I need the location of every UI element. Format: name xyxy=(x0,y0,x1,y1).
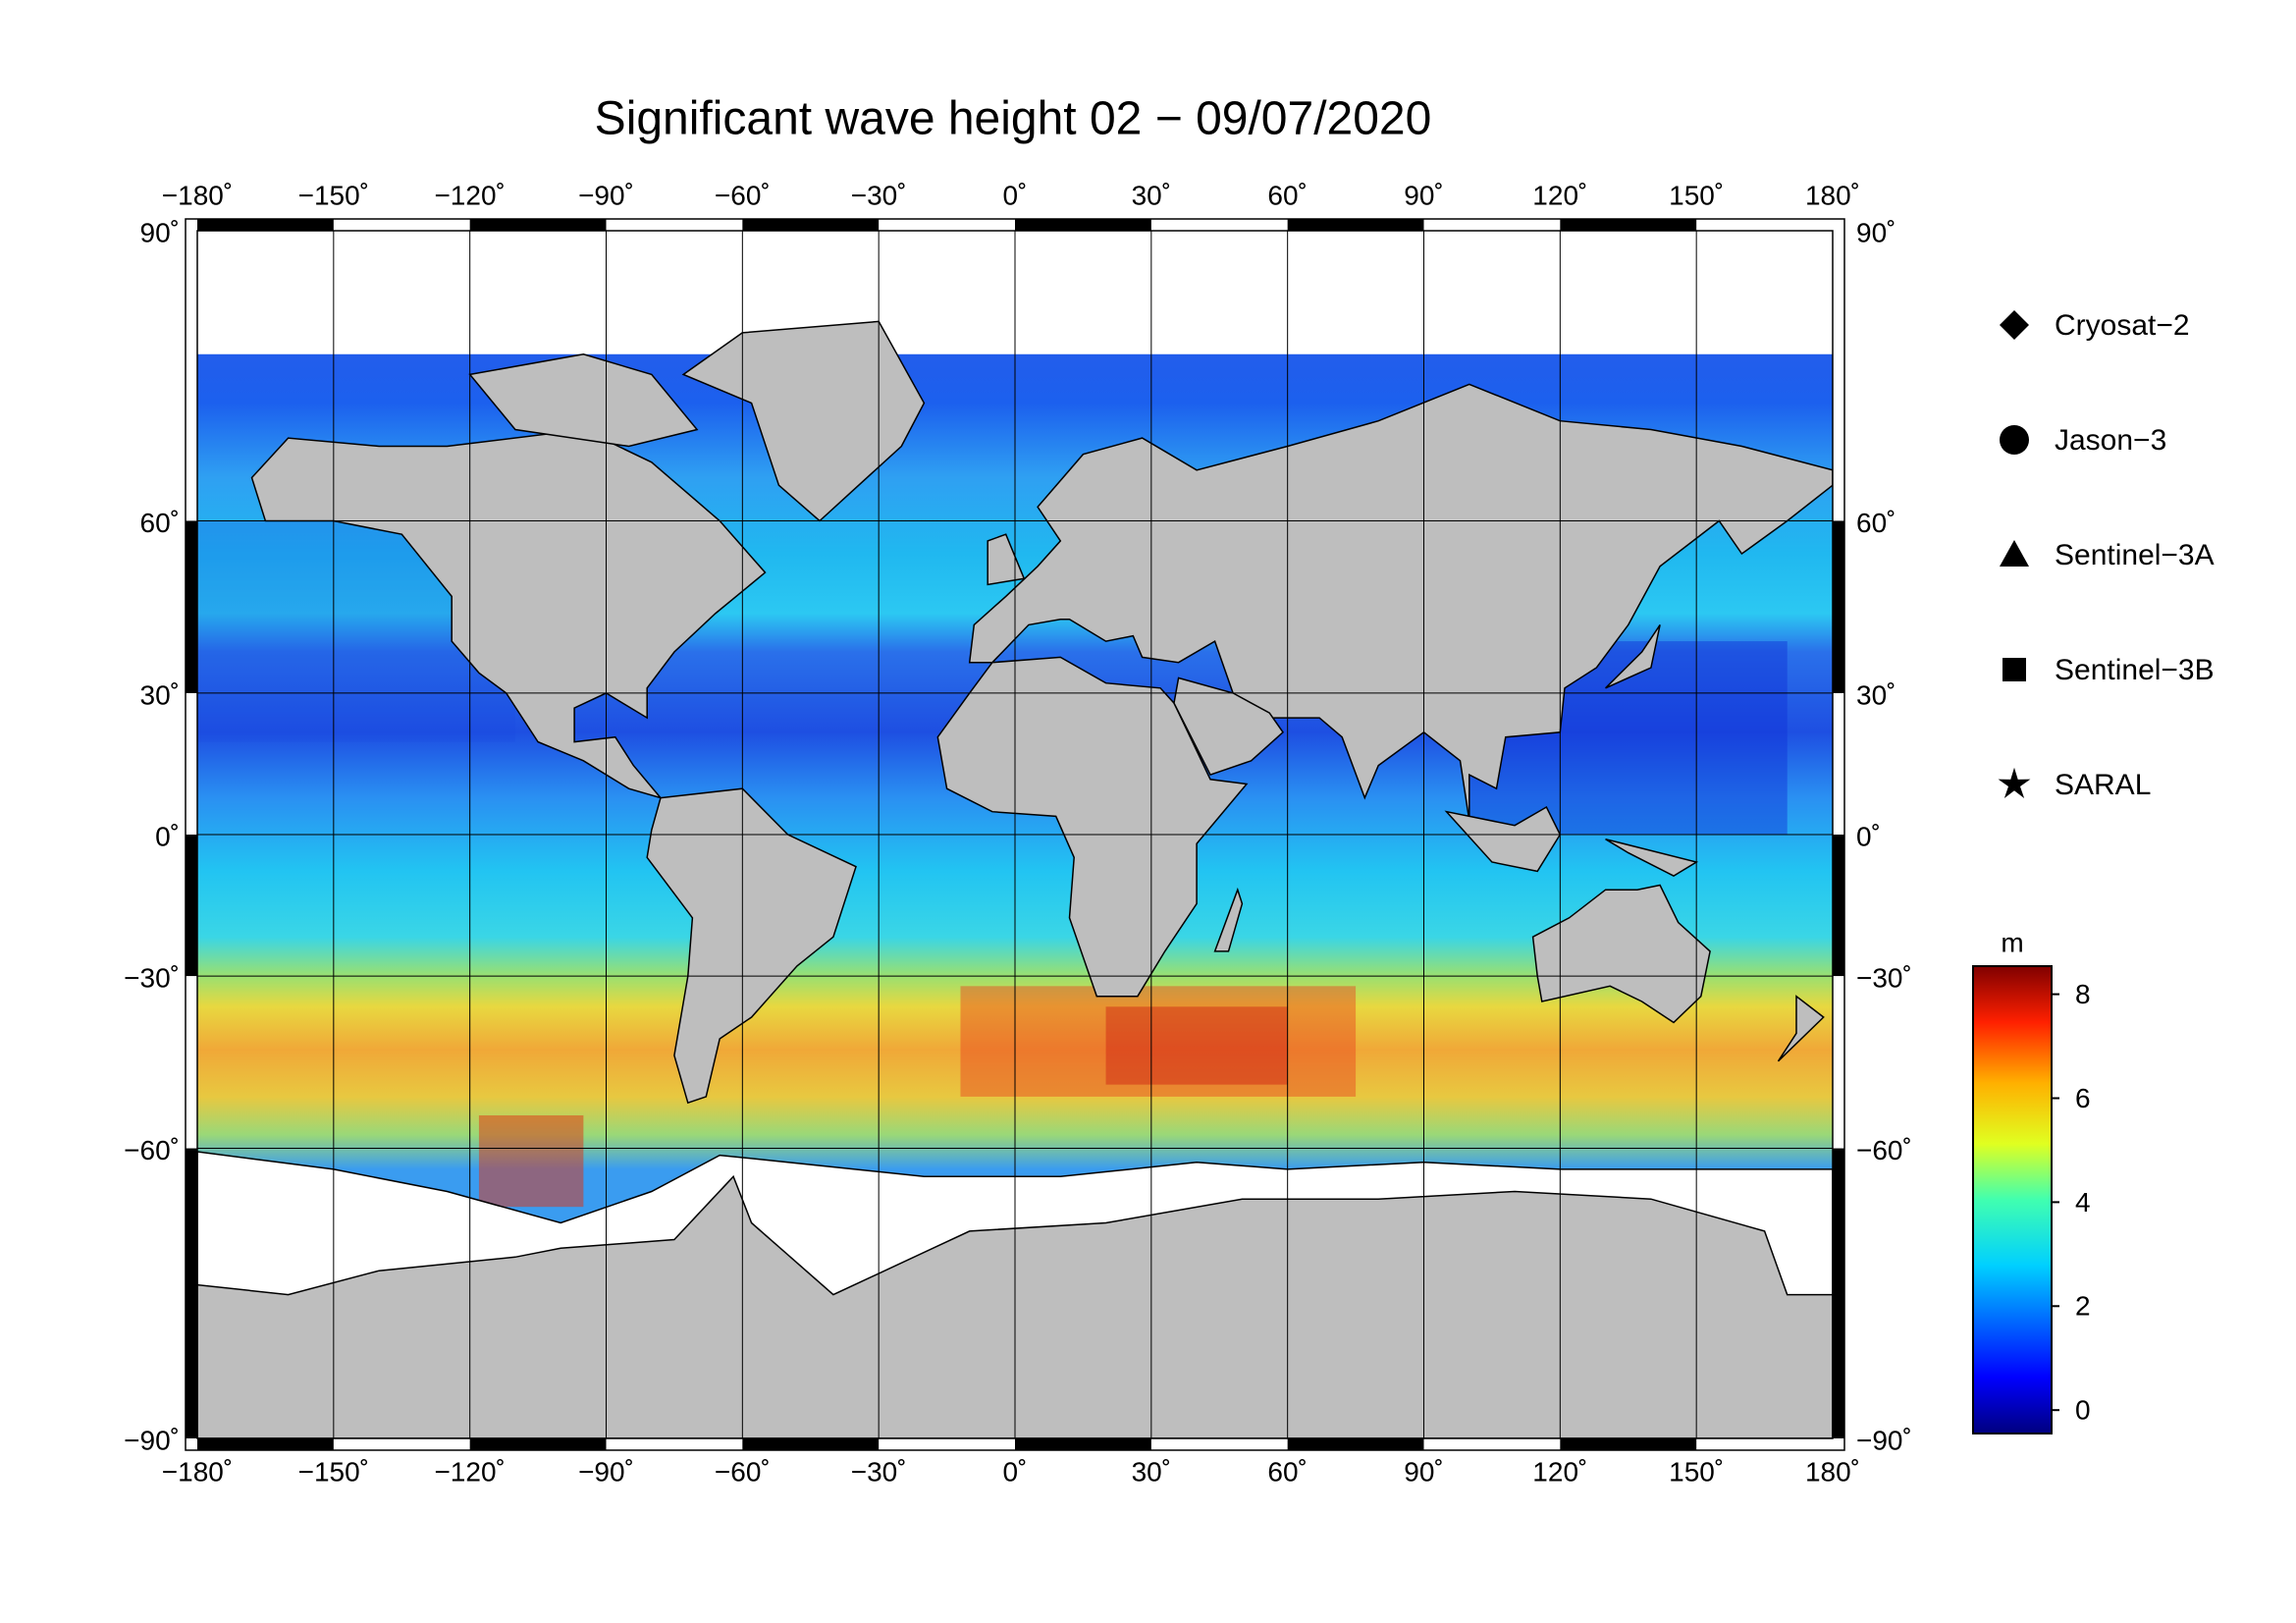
x-tick-label: −120˚ xyxy=(434,180,505,210)
y-tick-label: 30˚ xyxy=(1856,679,1896,710)
land xyxy=(1213,887,1244,952)
frame-bar xyxy=(1560,219,1697,231)
land xyxy=(250,428,767,800)
frame-bar xyxy=(742,219,880,231)
frame-bar xyxy=(469,1438,607,1450)
frame-bar xyxy=(1015,1438,1151,1450)
x-tick-label: 120˚ xyxy=(1532,1456,1587,1487)
legend-marker xyxy=(2000,310,2029,340)
land xyxy=(1531,884,1711,1024)
land xyxy=(1777,995,1825,1062)
colorbar-tick-label: 6 xyxy=(2075,1083,2091,1113)
land xyxy=(646,787,857,1105)
colorbar-tick-label: 4 xyxy=(2075,1187,2091,1217)
frame-bar xyxy=(469,219,607,231)
x-tick-label: 150˚ xyxy=(1669,180,1724,210)
y-tick-label: −90˚ xyxy=(124,1425,180,1455)
legend-marker xyxy=(2000,540,2029,567)
x-tick-label: −150˚ xyxy=(298,1456,369,1487)
x-tick-label: 180˚ xyxy=(1805,180,1860,210)
x-tick-label: 120˚ xyxy=(1532,180,1587,210)
y-tick-label: −90˚ xyxy=(1856,1425,1912,1455)
colorbar-label: m xyxy=(2001,927,2023,957)
legend-marker xyxy=(2000,425,2029,455)
x-tick-label: 0˚ xyxy=(1003,180,1028,210)
frame-bar xyxy=(1287,1438,1424,1450)
land xyxy=(468,353,699,448)
frame-bar xyxy=(197,1438,334,1450)
legend-marker xyxy=(1998,767,2031,798)
frame-bar xyxy=(1833,835,1844,977)
legend-label: Sentinel−3A xyxy=(2055,539,2215,571)
legend-label: SARAL xyxy=(2055,769,2151,801)
x-tick-label: −30˚ xyxy=(851,1456,907,1487)
frame-bar xyxy=(186,1148,197,1438)
land xyxy=(681,320,926,522)
wave-patch xyxy=(960,986,1357,1097)
y-tick-label: 0˚ xyxy=(1856,821,1881,851)
frame-bar xyxy=(197,219,334,231)
y-tick-label: 60˚ xyxy=(140,508,180,538)
land xyxy=(1605,838,1699,877)
frame-bar xyxy=(1833,1148,1844,1438)
x-tick-label: 30˚ xyxy=(1132,1456,1171,1487)
legend-label: Jason−3 xyxy=(2055,424,2166,457)
x-tick-label: −180˚ xyxy=(162,180,233,210)
y-tick-label: −60˚ xyxy=(124,1135,180,1165)
colorbar-tick-label: 2 xyxy=(2075,1291,2091,1322)
x-tick-label: −180˚ xyxy=(162,1456,233,1487)
x-tick-label: −120˚ xyxy=(434,1456,505,1487)
x-tick-label: 150˚ xyxy=(1669,1456,1724,1487)
wave-patch xyxy=(478,1114,584,1208)
y-tick-label: −60˚ xyxy=(1856,1135,1912,1165)
x-tick-label: 90˚ xyxy=(1404,1456,1443,1487)
frame-bar xyxy=(186,520,197,693)
colorbar-tick-label: 8 xyxy=(2075,979,2091,1009)
x-tick-label: −30˚ xyxy=(851,180,907,210)
y-tick-label: 30˚ xyxy=(140,679,180,710)
y-tick-label: −30˚ xyxy=(124,962,180,993)
y-tick-label: −30˚ xyxy=(1856,962,1912,993)
frame-bar xyxy=(742,1438,880,1450)
legend-label: Cryosat−2 xyxy=(2055,309,2190,342)
frame-bar xyxy=(1560,1438,1697,1450)
chart-title: Significant wave height 02 − 09/07/2020 xyxy=(595,93,1432,145)
x-tick-label: 60˚ xyxy=(1267,1456,1307,1487)
frame-bar xyxy=(186,835,197,977)
y-tick-label: 90˚ xyxy=(140,217,180,247)
legend-label: Sentinel−3B xyxy=(2055,654,2215,686)
frame-bar xyxy=(1015,219,1151,231)
x-tick-label: 30˚ xyxy=(1132,180,1171,210)
y-tick-label: 90˚ xyxy=(1856,217,1896,247)
frame-bar xyxy=(1287,219,1424,231)
x-tick-label: −60˚ xyxy=(715,1456,771,1487)
y-tick-label: 0˚ xyxy=(155,821,180,851)
frame-bar xyxy=(1833,520,1844,693)
x-tick-label: 180˚ xyxy=(1805,1456,1860,1487)
x-tick-label: 0˚ xyxy=(1003,1456,1028,1487)
y-tick-label: 60˚ xyxy=(1856,508,1896,538)
land xyxy=(1605,623,1661,689)
x-tick-label: −90˚ xyxy=(578,1456,634,1487)
colorbar-tick-label: 0 xyxy=(2075,1395,2091,1426)
land xyxy=(1173,676,1284,777)
colorbar xyxy=(1972,965,2053,1434)
x-tick-label: 90˚ xyxy=(1404,180,1443,210)
x-tick-label: −60˚ xyxy=(715,180,771,210)
x-tick-label: −150˚ xyxy=(298,180,369,210)
x-tick-label: 60˚ xyxy=(1267,180,1307,210)
wave-patch xyxy=(1105,1006,1288,1085)
x-tick-label: −90˚ xyxy=(578,180,634,210)
legend-marker xyxy=(2002,658,2026,681)
